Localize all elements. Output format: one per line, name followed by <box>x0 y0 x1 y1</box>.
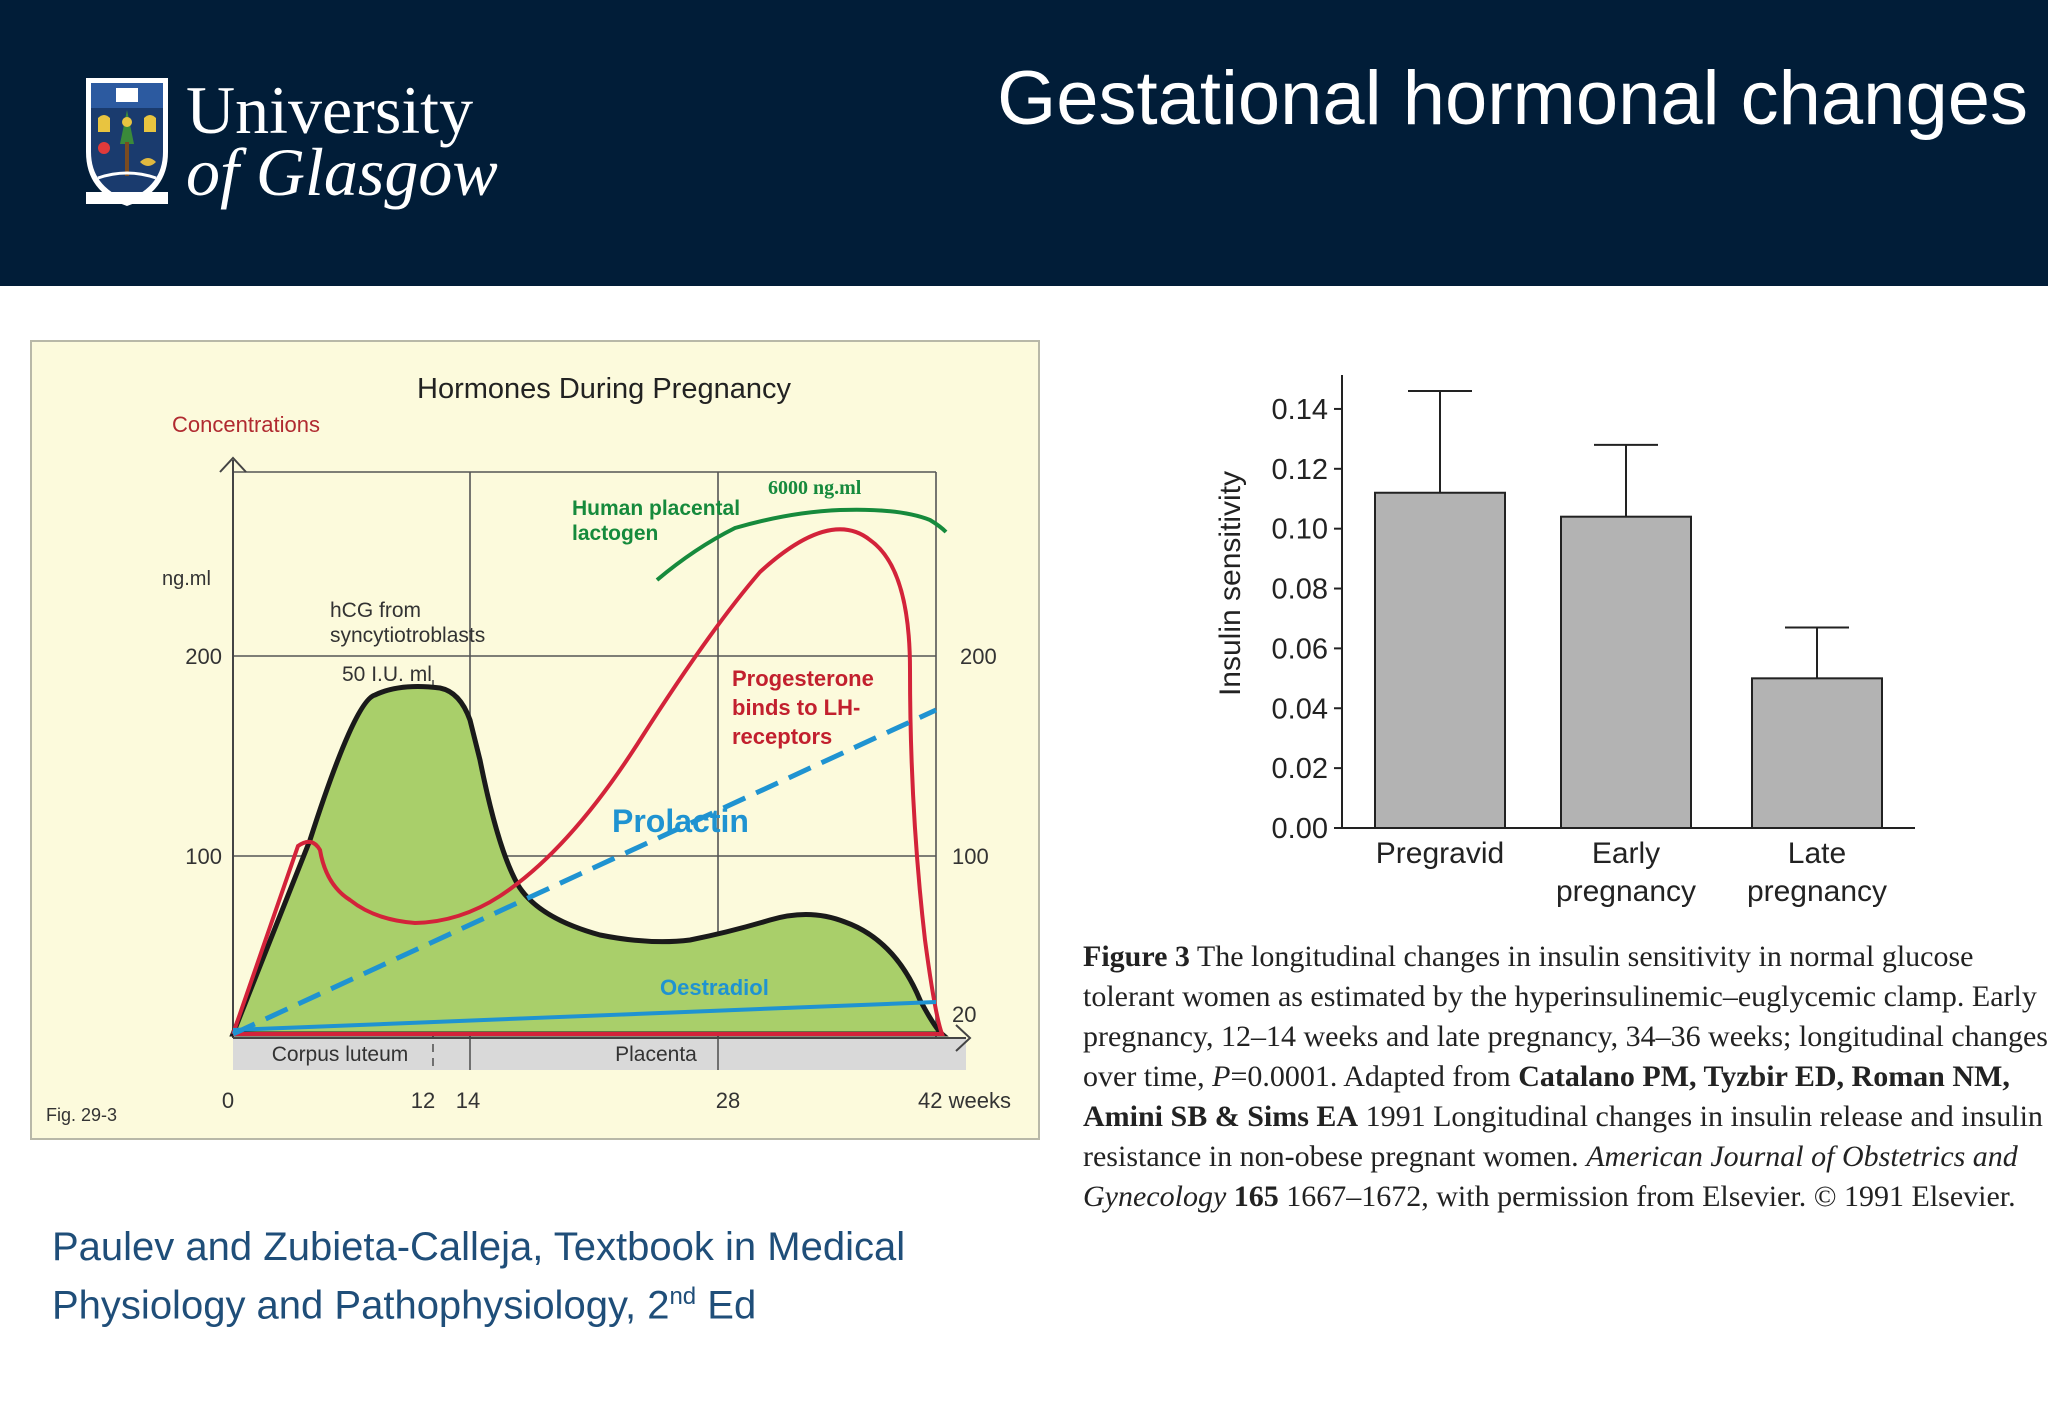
corpus-luteum-label: Corpus luteum <box>272 1043 409 1066</box>
university-logo: University of Glasgow <box>82 74 502 214</box>
hormones-chart-title: Hormones During Pregnancy <box>417 373 791 405</box>
left-tick-label: 100 <box>185 844 222 869</box>
prolactin-label: Prolactin <box>612 803 749 839</box>
figure-number-label: Fig. 29-3 <box>46 1105 117 1125</box>
y-tick-label: 0.00 <box>1272 813 1328 845</box>
category-label: Late <box>1788 837 1846 870</box>
y-tick-label: 0.02 <box>1272 753 1328 785</box>
category-label: Pregravid <box>1376 837 1504 870</box>
hcg-label-line1: hCG from <box>330 599 421 622</box>
figure-caption: Figure 3 The longitudinal changes in ins… <box>1083 937 2048 1217</box>
x-tick-label: 28 <box>716 1088 740 1113</box>
caption-text: The longitudinal changes in insulin sens… <box>1083 940 2048 1093</box>
placenta-label: Placenta <box>615 1043 697 1066</box>
y-axis-arrow-icon <box>219 456 247 473</box>
right-tick-label: 200 <box>960 644 997 669</box>
citation-superscript: nd <box>669 1283 697 1310</box>
bar <box>1374 491 1506 829</box>
caption-text: 1991 Longitudinal changes in insulin rel… <box>1083 1100 2043 1173</box>
logo-line-university: University <box>186 72 474 148</box>
hpl-label-line1: Human placental <box>572 497 740 520</box>
caption-text: =0.0001. Adapted from <box>1230 1060 1519 1093</box>
citation-line2-suffix: Ed <box>696 1283 757 1328</box>
bar <box>1560 515 1692 829</box>
x-tick-label: 0 <box>222 1088 234 1113</box>
hpl-peak-label: 6000 ng.ml <box>768 477 862 499</box>
hormones-figure: Hormones During Pregnancy Concentrations… <box>30 340 1040 1140</box>
right-tick-label: 100 <box>952 844 989 869</box>
caption-figure-label: Figure 3 <box>1083 940 1190 973</box>
y-tick-label: 0.06 <box>1272 633 1328 665</box>
progesterone-label-line2: binds to LH- <box>732 695 860 720</box>
hcg-peak-label: 50 I.U. ml <box>342 663 432 686</box>
hcg-label-line2: syncytiotroblasts <box>330 624 485 647</box>
caption-p-label: P <box>1212 1060 1231 1093</box>
caption-text: 1667–1672, with permission from Elsevier… <box>1278 1180 2016 1213</box>
y-tick-label: 0.12 <box>1272 454 1328 486</box>
phase-bar <box>233 1038 966 1070</box>
concentrations-label: Concentrations <box>172 412 320 437</box>
y-tick-label: 0.08 <box>1272 574 1328 606</box>
left-unit-label: ng.ml <box>162 568 211 590</box>
bar <box>1751 677 1883 830</box>
hcg-curve <box>229 684 949 1037</box>
y-axis-label: Insulin sensitivity <box>1214 471 1247 696</box>
oestradiol-line <box>232 1000 937 1032</box>
progesterone-label-line3: receptors <box>732 724 832 749</box>
category-label: pregnancy <box>1556 875 1696 908</box>
citation-line2: Physiology and Pathophysiology, 2nd Ed <box>52 1272 1012 1330</box>
y-tick-label: 0.04 <box>1272 693 1328 725</box>
y-tick-label: 0.10 <box>1272 514 1328 546</box>
hpl-curve <box>655 507 948 582</box>
citation-line2-text: Physiology and Pathophysiology, 2 <box>52 1283 670 1328</box>
logo-line-of-glasgow: of Glasgow <box>186 134 498 210</box>
caption-journal: American Journal of Obstetrics and Gynec… <box>1083 1140 2018 1213</box>
citation-line1: Paulev and Zubieta-Calleja, Textbook in … <box>52 1225 906 1269</box>
hpl-label-line2: lactogen <box>572 522 658 545</box>
progesterone-curve <box>231 527 945 1036</box>
slide-header: University of Glasgow Gestational hormon… <box>0 0 2048 286</box>
caption-volume: 165 <box>1226 1180 1279 1213</box>
x-tick-label: 42 weeks <box>918 1088 1011 1113</box>
x-tick-label: 12 <box>411 1088 435 1113</box>
prolactin-line <box>231 707 938 1037</box>
x-tick-label: 14 <box>456 1088 480 1113</box>
y-tick-label: 0.14 <box>1272 394 1328 426</box>
caption-authors: Catalano PM, Tyzbir ED, Roman NM, Amini … <box>1083 1060 2010 1133</box>
slide-title: Gestational hormonal changes <box>997 56 2028 141</box>
category-label: Early <box>1592 837 1660 870</box>
right-tick-label: 20 <box>952 1002 976 1027</box>
progesterone-label-line1: Progesterone <box>732 666 874 691</box>
category-label: pregnancy <box>1747 875 1887 908</box>
oestradiol-label: Oestradiol <box>660 975 769 1000</box>
left-tick-label: 200 <box>185 644 222 669</box>
insulin-sensitivity-chart: Insulin sensitivity 0.00 0.02 0.04 0.06 0.08… <box>1214 375 1915 908</box>
textbook-citation: Paulev and Zubieta-Calleja, Textbook in … <box>52 1222 1012 1330</box>
x-axis-arrow-icon <box>955 1024 972 1052</box>
university-crest-icon <box>86 78 168 206</box>
